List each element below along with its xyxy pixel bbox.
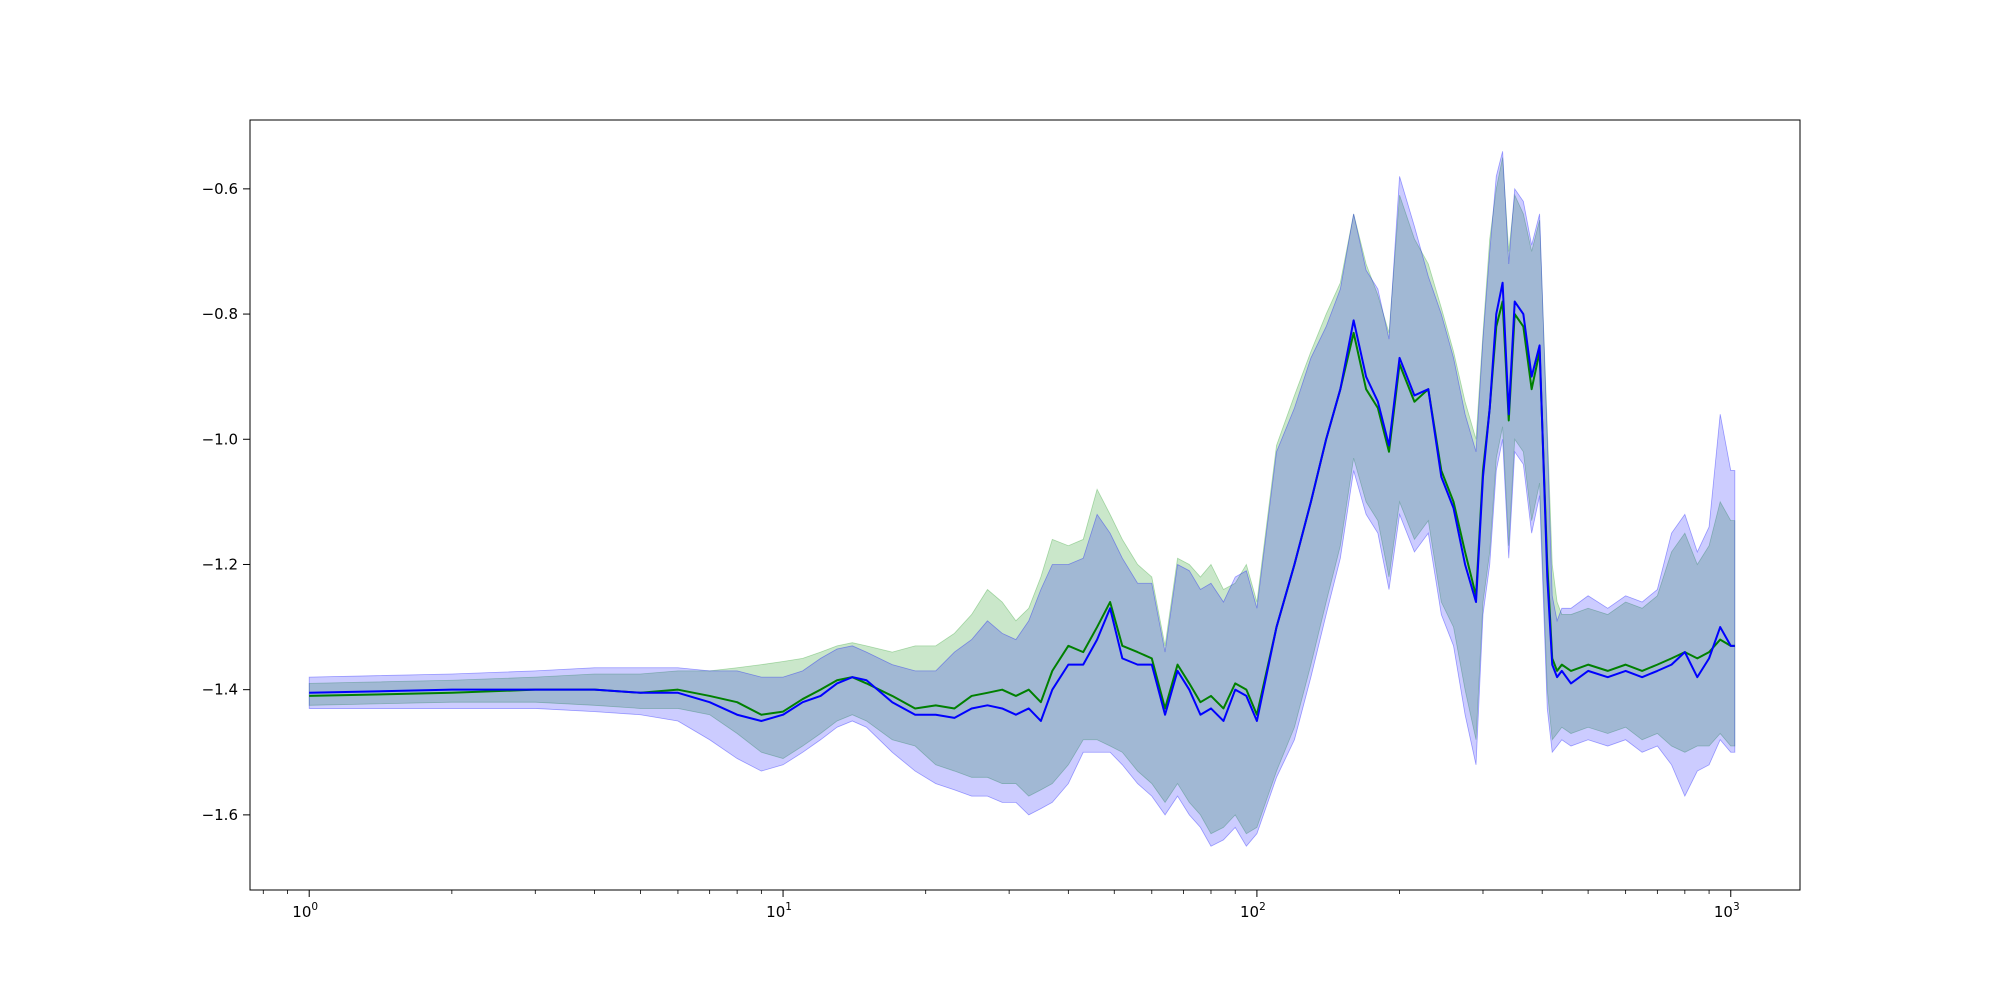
series-lines: [309, 281, 1735, 722]
y-tick-label: −1.0: [202, 430, 238, 448]
x-axis: 100 101 102 103: [262, 890, 1740, 921]
x-tick-label: 100: [292, 901, 318, 921]
series-2-line: [309, 281, 1735, 722]
x-tick-label: 102: [1240, 901, 1266, 921]
series-1-band: [308, 157, 1736, 835]
plot-frame: [249, 119, 1801, 891]
y-tick-label: −1.2: [202, 555, 238, 573]
x-tick-label: 103: [1714, 901, 1740, 921]
series-2-band: [308, 151, 1736, 847]
x-tick-label: 101: [766, 901, 792, 921]
y-tick-label: −1.6: [202, 806, 238, 824]
y-tick-label: −0.8: [202, 305, 238, 323]
y-tick-label: −1.4: [202, 681, 238, 699]
y-tick-label: −0.6: [202, 180, 238, 198]
confidence-bands: [308, 151, 1736, 847]
y-axis: −0.6 −0.8 −1.0 −1.2 −1.4 −1.6: [202, 180, 250, 824]
